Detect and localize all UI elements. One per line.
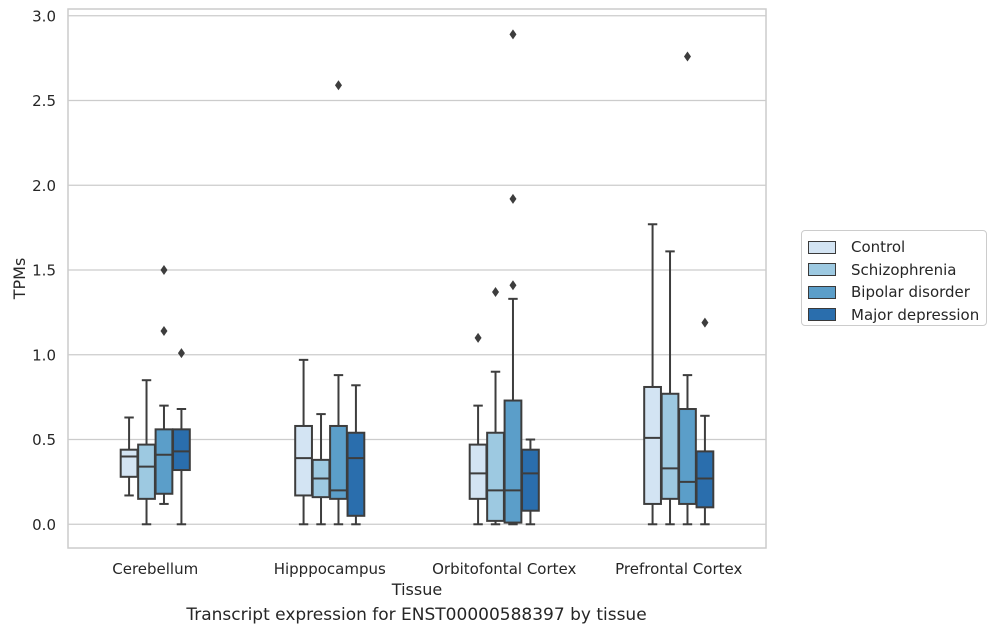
legend-label: Bipolar disorder <box>851 283 970 302</box>
legend-item: Bipolar disorder <box>808 281 986 304</box>
outlier-point <box>160 265 168 276</box>
box-iqr <box>660 392 680 500</box>
box-iqr <box>678 408 697 505</box>
box-control <box>643 223 662 526</box>
legend-swatch <box>808 263 836 277</box>
legend-label: Schizophrenia <box>851 260 957 279</box>
box-iqr <box>346 431 366 517</box>
x-tick-label: Hipppocampus <box>274 560 386 578</box>
y-tick-labels: 0.0 0.5 1.0 1.5 2.0 2.5 3.0 <box>32 7 56 533</box>
chart-caption: Transcript expression for ENST0000058839… <box>186 605 647 625</box>
outlier-point <box>509 280 517 291</box>
x-tick-label: Cerebellum <box>112 560 198 578</box>
legend-item: Schizophrenia <box>808 259 986 282</box>
box-iqr <box>119 448 139 478</box>
box-major-depression <box>346 384 366 526</box>
box-iqr <box>154 428 174 495</box>
box-iqr <box>172 428 191 472</box>
box-iqr <box>468 443 488 500</box>
box-iqr <box>521 448 540 512</box>
x-tick-labels: Cerebellum Hipppocampus Orbitofontal Corte… <box>112 560 742 578</box>
y-tick-label: 2.0 <box>32 177 56 195</box>
box-control <box>468 332 488 526</box>
box-major-depression <box>521 438 540 526</box>
box-schizophrenia <box>311 413 331 526</box>
box-iqr <box>503 399 523 524</box>
outlier-point <box>474 332 482 343</box>
y-tick-label: 3.0 <box>32 7 56 25</box>
box-iqr <box>329 424 348 500</box>
y-axis-label: TPMs <box>10 258 29 301</box>
x-tick-label: Prefrontal Cortex <box>615 560 742 578</box>
box-major-depression <box>172 348 191 526</box>
y-tick-label: 2.5 <box>32 92 56 110</box>
outlier-point <box>701 317 709 328</box>
y-tick-label: 0.0 <box>32 516 56 534</box>
outlier-point <box>334 80 342 91</box>
outlier-point <box>160 326 168 337</box>
outlier-point <box>492 287 500 298</box>
box-bipolar-disorder <box>503 29 523 526</box>
legend-swatch <box>808 308 836 322</box>
box-iqr <box>294 424 313 497</box>
outlier-point <box>509 29 517 40</box>
legend-swatch <box>808 285 836 299</box>
box-schizophrenia <box>137 379 156 526</box>
box-schizophrenia <box>486 287 505 526</box>
outlier-point <box>177 348 185 359</box>
boxes <box>119 29 715 526</box>
x-axis-label: Tissue <box>391 580 442 599</box>
legend-label: Major depression <box>851 305 980 324</box>
legend-label: Control <box>851 238 906 257</box>
legend-item: Major depression <box>808 304 986 327</box>
box-iqr <box>643 385 662 505</box>
legend-item: Control <box>808 236 986 259</box>
box-control <box>119 416 139 497</box>
y-tick-label: 0.5 <box>32 431 56 449</box>
box-iqr <box>486 431 505 522</box>
outlier-point <box>683 51 691 62</box>
x-tick-label: Orbitofontal Cortex <box>432 560 576 578</box>
box-iqr <box>137 443 156 500</box>
legend-swatch <box>808 240 836 254</box>
box-control <box>294 358 313 526</box>
y-tick-label: 1.5 <box>32 262 56 280</box>
outlier-point <box>509 193 517 204</box>
y-tick-label: 1.0 <box>32 346 56 364</box>
box-bipolar-disorder <box>329 80 348 526</box>
box-bipolar-disorder <box>678 51 697 526</box>
legend: Control Schizophrenia Bipolar disorder Majo… <box>801 230 987 326</box>
box-major-depression <box>695 317 715 526</box>
